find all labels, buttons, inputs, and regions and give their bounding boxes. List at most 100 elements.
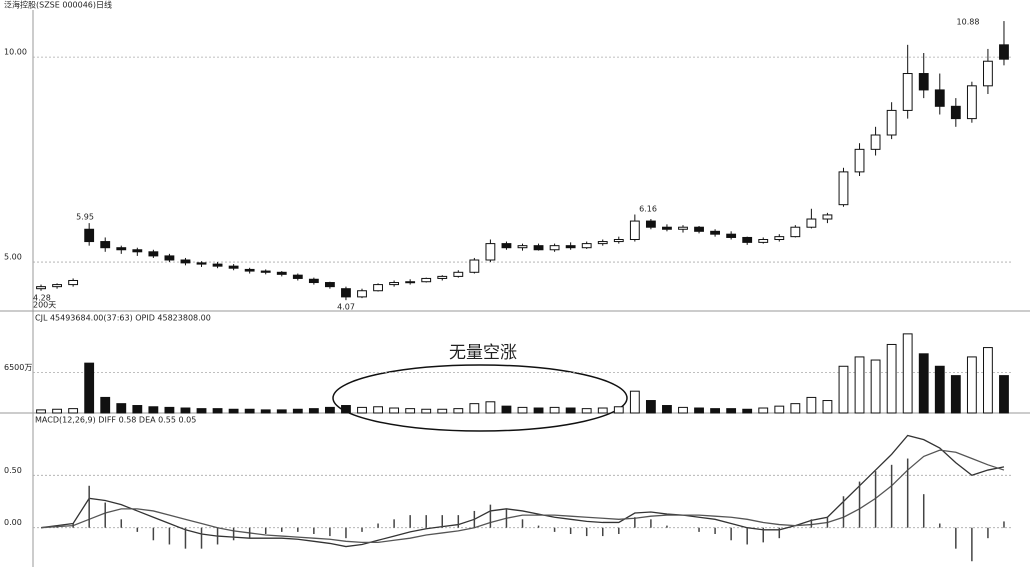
y-tick-label: 6500万 [4, 363, 32, 372]
volume-bar [983, 347, 993, 414]
candle-body [678, 226, 688, 230]
volume-bar [565, 407, 576, 414]
volume-bar [308, 408, 319, 414]
candle-body [437, 275, 448, 279]
annotation: 4.07 [337, 303, 355, 312]
volume-bar [726, 408, 737, 414]
volume-bar [324, 406, 335, 414]
volume-bar [469, 403, 480, 414]
volume-bar [244, 408, 255, 414]
candle-body [549, 245, 560, 251]
volume-bar [774, 405, 785, 414]
volume-bar [84, 362, 95, 414]
candle-body [581, 243, 592, 249]
annotation: 无量空涨 [449, 343, 517, 363]
volume-bar [52, 408, 62, 414]
volume-bar [629, 390, 640, 414]
volume-bar [421, 408, 432, 414]
candle-body [710, 230, 721, 235]
candle-body [180, 259, 191, 264]
candle-body [934, 89, 945, 107]
candle-body [662, 226, 672, 230]
volume-bar [501, 405, 512, 414]
volume-info: CJL 45493684.00(37:63) OPID 45823808.00 [35, 314, 211, 323]
candle-body [308, 278, 319, 284]
candle-body [244, 268, 255, 272]
candle-body [645, 220, 656, 228]
volume-bar [790, 403, 801, 414]
volume-bar [36, 409, 46, 414]
candle-body [533, 245, 544, 251]
annotation: 6.16 [639, 205, 657, 214]
candle-body [517, 245, 528, 249]
candle-body [902, 73, 913, 111]
candle-body [822, 214, 833, 220]
volume-bar [597, 407, 608, 414]
candle-body [597, 241, 608, 245]
candle-body [292, 274, 303, 279]
candle-body [389, 282, 400, 286]
candle-body [485, 243, 496, 261]
volume-bar [902, 333, 913, 414]
volume-bar [485, 401, 496, 414]
candle-body [341, 288, 351, 298]
candle-body [966, 85, 977, 120]
candle-body [148, 251, 159, 257]
volume-bar [822, 400, 833, 414]
y-tick-label: 0.00 [4, 518, 22, 527]
candle-body [790, 226, 801, 238]
header: 泛海控股(SZSE 000046)日线 [4, 0, 112, 10]
volume-bar [870, 359, 881, 414]
annotation: 10.88 [957, 18, 980, 27]
candle-body [918, 73, 929, 91]
volume-bar [886, 343, 897, 414]
volume-bar [405, 408, 416, 414]
volume-bar [950, 375, 961, 414]
volume-bar [854, 356, 865, 414]
volume-bar [758, 407, 769, 414]
y-tick-label: 10.00 [4, 48, 27, 57]
volume-bar [613, 406, 624, 414]
candle-body [774, 236, 785, 241]
volume-bar [662, 405, 672, 414]
candle-body [421, 277, 432, 283]
candle-body [854, 148, 865, 173]
candle-body [629, 220, 640, 241]
volume-bar [373, 406, 383, 414]
candle-body [453, 271, 464, 277]
candle-body [357, 290, 367, 298]
volume-bar [341, 405, 351, 414]
candle-body [742, 236, 753, 243]
volume-bar [100, 396, 111, 414]
volume-bar [710, 408, 721, 414]
candle-body [228, 265, 239, 269]
volume-bar [437, 408, 448, 414]
volume-bar [148, 406, 159, 414]
candle-body [212, 263, 223, 267]
volume-bar [212, 408, 223, 414]
annotation: 5.95 [76, 213, 94, 222]
volume-bar [180, 407, 191, 414]
volume-bar [164, 406, 175, 414]
volume-bar [934, 365, 945, 414]
volume-bar [260, 409, 271, 414]
candle-body [501, 243, 512, 249]
volume-bar [678, 406, 688, 414]
candle-body [52, 284, 62, 288]
volume-bar [292, 408, 303, 414]
volume-bar [806, 396, 817, 414]
candle-body [84, 228, 95, 243]
volume-bar [581, 408, 592, 414]
candle-body [36, 286, 46, 290]
y-tick-label: 5.00 [4, 253, 22, 262]
candle-body [164, 255, 175, 261]
candle-body [870, 134, 881, 150]
candle-body [726, 233, 737, 238]
volume-bar [132, 405, 143, 414]
annotation: 4.28 [33, 294, 51, 303]
annotation: 200天 [33, 301, 56, 310]
volume-bar [694, 407, 704, 414]
volume-bar [389, 407, 400, 414]
y-tick-label: 0.50 [4, 466, 22, 475]
